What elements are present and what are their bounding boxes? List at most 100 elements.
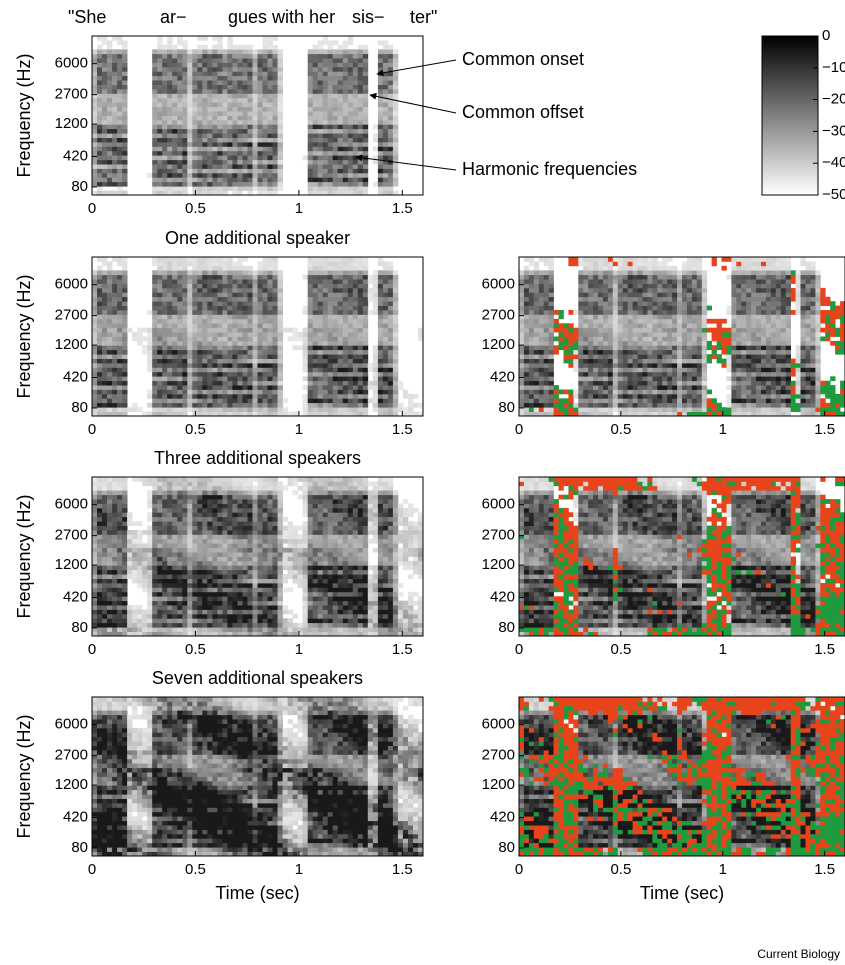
spectrogram-cell	[353, 58, 358, 63]
spectrogram-cell	[157, 169, 162, 174]
spectrogram-cell	[232, 71, 237, 76]
spectrogram-cell	[549, 275, 554, 280]
spectrogram-cell	[318, 116, 323, 121]
spectrogram-cell	[172, 279, 177, 284]
spectrogram-cell	[157, 341, 162, 346]
spectrogram-cell	[323, 270, 328, 275]
spectrogram-cell	[217, 319, 222, 324]
spectrogram-cell	[638, 288, 643, 293]
spectrogram-cell	[618, 381, 623, 386]
spectrogram-cell	[318, 89, 323, 94]
spectrogram-cell	[147, 328, 152, 333]
spectrogram-cell	[348, 261, 353, 266]
spectrogram-cell	[248, 107, 253, 112]
spectrogram-cell	[603, 363, 608, 368]
spectrogram-cell	[333, 266, 338, 271]
spectrogram-cell	[393, 124, 398, 129]
spectrogram-cell	[559, 314, 564, 319]
spectrogram-cell	[353, 270, 358, 275]
spectrogram-cell	[363, 385, 368, 390]
spectrogram-cell	[388, 155, 393, 160]
spectrogram-cell	[638, 376, 643, 381]
spectrogram-cell	[677, 270, 682, 275]
y-tick-label: 80	[71, 399, 88, 416]
spectrogram-cell	[232, 155, 237, 160]
spectrogram-cell	[333, 354, 338, 359]
spectrogram-cell	[647, 345, 652, 350]
spectrogram-cell	[177, 89, 182, 94]
spectrogram-cell	[588, 314, 593, 319]
spectrogram-cell	[268, 275, 273, 280]
spectrogram-cell	[722, 332, 727, 337]
spectrogram-cell	[643, 345, 648, 350]
spectrogram-cell	[107, 182, 112, 187]
spectrogram-cell	[177, 390, 182, 395]
spectrogram-cell	[358, 337, 363, 342]
spectrogram-cell	[308, 367, 313, 372]
spectrogram-cell	[353, 407, 358, 412]
spectrogram-cell	[652, 314, 657, 319]
spectrogram-cell	[741, 403, 746, 408]
spectrogram-cell	[383, 407, 388, 412]
spectrogram-cell	[232, 151, 237, 156]
spectrogram-cell	[343, 173, 348, 178]
spectrogram-cell	[107, 142, 112, 147]
spectrogram-cell	[167, 182, 172, 187]
spectrogram-cell	[603, 385, 608, 390]
spectrogram-cell	[278, 292, 283, 297]
spectrogram-cell	[197, 350, 202, 355]
spectrogram-cell	[353, 107, 358, 112]
spectrogram-cell	[736, 310, 741, 315]
spectrogram-cell	[212, 341, 217, 346]
spectrogram-cell	[598, 288, 603, 293]
spectrogram-cell	[122, 376, 127, 381]
spectrogram-cell	[618, 345, 623, 350]
spectrogram-cell	[197, 376, 202, 381]
spectrogram-cell	[328, 146, 333, 151]
spectrogram-cell	[313, 98, 318, 103]
spectrogram-cell	[107, 292, 112, 297]
spectrogram-cell	[147, 363, 152, 368]
spectrogram-cell	[273, 337, 278, 342]
spectrogram-cell	[122, 310, 127, 315]
spectrogram-cell	[273, 310, 278, 315]
spectrogram-cell	[222, 58, 227, 63]
spectrogram-cell	[368, 279, 373, 284]
spectrogram-cell	[628, 266, 633, 271]
spectrogram-cell	[308, 354, 313, 359]
spectrogram-cell	[727, 345, 732, 350]
spectrogram-cell	[573, 345, 578, 350]
spectrogram-cell	[613, 363, 618, 368]
spectrogram-cell	[333, 310, 338, 315]
spectrogram-cell	[333, 381, 338, 386]
spectrogram-cell	[363, 266, 368, 271]
spectrogram-cell	[633, 398, 638, 403]
spectrogram-cell	[652, 367, 657, 372]
spectrogram-cell	[727, 407, 732, 412]
spectrogram-cell	[383, 372, 388, 377]
spectrogram-cell	[633, 367, 638, 372]
spectrogram-cell	[222, 173, 227, 178]
y-tick-label: 6000	[55, 55, 88, 72]
spectrogram-cell	[258, 332, 263, 337]
spectrogram-cell	[358, 261, 363, 266]
spectrogram-cell	[697, 372, 702, 377]
spectrogram-cell	[207, 306, 212, 311]
spectrogram-cell	[303, 275, 308, 280]
spectrogram-cell	[278, 71, 283, 76]
spectrogram-cell	[643, 390, 648, 395]
spectrogram-cell	[323, 381, 328, 386]
spectrogram-cell	[647, 403, 652, 408]
spectrogram-cell	[343, 275, 348, 280]
spectrogram-cell	[207, 323, 212, 328]
spectrogram-cell	[588, 279, 593, 284]
spectrogram-cell	[383, 63, 388, 68]
spectrogram-cell	[613, 323, 618, 328]
spectrogram-cell	[353, 120, 358, 125]
spectrogram-cell	[657, 270, 662, 275]
spectrogram-cell	[573, 332, 578, 337]
spectrogram-cell	[227, 186, 232, 191]
spectrogram-cell	[243, 89, 248, 94]
spectrogram-cell	[736, 261, 741, 266]
spectrogram-cell	[97, 54, 102, 59]
